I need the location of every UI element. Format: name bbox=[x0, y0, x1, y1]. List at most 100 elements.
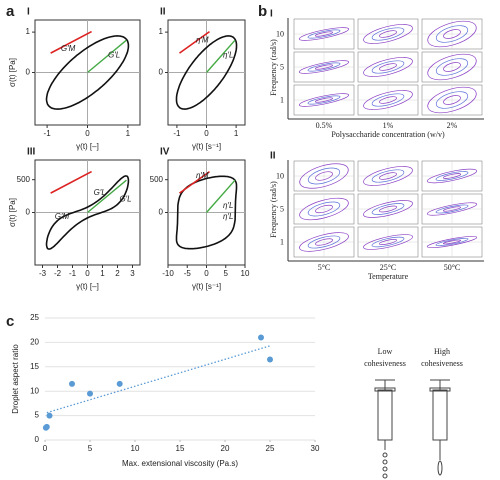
y-tick-label: 0 bbox=[26, 68, 31, 77]
x-tick-label: 0 bbox=[85, 129, 90, 138]
roman-label: I bbox=[270, 9, 273, 20]
mini-loop bbox=[426, 168, 478, 184]
x-tick-label: 1 bbox=[126, 129, 131, 138]
mini-loop bbox=[371, 60, 405, 74]
row-label: 1 bbox=[280, 237, 284, 246]
lissajous-curve bbox=[45, 175, 130, 250]
x-tick-label: 1 bbox=[100, 269, 105, 278]
y-tick-label: 500 bbox=[150, 175, 164, 184]
mini-loop bbox=[426, 202, 478, 216]
x-tick-label: -3 bbox=[39, 269, 47, 278]
x-axis-label: γ̇(t) [s⁻¹] bbox=[192, 142, 221, 151]
x-axis-label: γ(t) [–] bbox=[76, 142, 99, 151]
syringe-left bbox=[374, 379, 396, 479]
mini-loop bbox=[435, 58, 469, 76]
mini-loop bbox=[363, 90, 413, 110]
x-axis-label: Polysaccharide concentration (w/v) bbox=[331, 130, 445, 139]
y-axis-label: Frequency (rad/s) bbox=[269, 39, 278, 96]
roman-label: II bbox=[160, 7, 166, 18]
x-tick-label: 5 bbox=[88, 444, 93, 453]
mini-loop bbox=[435, 204, 469, 214]
y-axis-label: σ(t) [Pa] bbox=[8, 58, 17, 87]
x-tick-label: 20 bbox=[221, 444, 230, 453]
x-tick-label: 0 bbox=[43, 444, 48, 453]
x-axis-label: Temperature bbox=[368, 272, 409, 281]
mini-loop bbox=[298, 60, 350, 74]
annotation: G′L bbox=[94, 188, 106, 197]
diagram-label: Low bbox=[378, 347, 393, 356]
mini-loop bbox=[435, 91, 469, 109]
y-tick-label: 5 bbox=[35, 411, 40, 420]
tangent-linear bbox=[87, 179, 127, 214]
mini-loop bbox=[371, 236, 405, 248]
mini-loop bbox=[299, 232, 349, 252]
annotation: G′L bbox=[119, 195, 131, 204]
tangent-max bbox=[179, 30, 210, 54]
y-tick-label: 25 bbox=[30, 313, 39, 322]
x-tick-label: 2 bbox=[115, 269, 120, 278]
col-label: 1% bbox=[383, 121, 394, 130]
data-point bbox=[69, 380, 75, 387]
x-tick-label: 3 bbox=[130, 269, 135, 278]
mini-loop bbox=[379, 63, 397, 71]
mini-loop bbox=[298, 27, 350, 41]
mini-loop bbox=[363, 200, 413, 218]
mini-loop bbox=[442, 239, 462, 245]
annotation: G′M bbox=[61, 44, 76, 53]
x-tick-label: 10 bbox=[131, 444, 140, 453]
mini-loop bbox=[363, 166, 413, 186]
mini-loop bbox=[363, 24, 413, 44]
panel-label: c bbox=[6, 313, 14, 330]
x-tick-label: 0 bbox=[204, 129, 209, 138]
mini-loop bbox=[307, 29, 341, 39]
x-tick-label: -10 bbox=[162, 269, 174, 278]
mini-loop bbox=[363, 57, 413, 77]
col-label: 0.5% bbox=[316, 121, 333, 130]
x-tick-label: -5 bbox=[184, 269, 192, 278]
y-tick-label: 1 bbox=[26, 27, 31, 36]
mini-loop bbox=[379, 239, 397, 245]
mini-loop bbox=[307, 62, 341, 72]
roman-label: I bbox=[27, 7, 30, 18]
annotation: η′L bbox=[223, 201, 233, 210]
x-tick-label: -2 bbox=[54, 269, 62, 278]
x-tick-label: 15 bbox=[176, 444, 185, 453]
lissajous-curve bbox=[175, 35, 238, 110]
col-label: 50°C bbox=[444, 263, 461, 272]
x-tick-label: -1 bbox=[173, 129, 181, 138]
data-point bbox=[87, 390, 93, 397]
mini-loop bbox=[307, 95, 341, 105]
mini-loop bbox=[379, 172, 397, 180]
mini-loop bbox=[427, 20, 477, 48]
diagram-label: cohesiveness bbox=[421, 359, 463, 368]
diagram-label: High bbox=[434, 347, 450, 356]
x-tick-label: 0 bbox=[204, 269, 209, 278]
mini-loop bbox=[307, 167, 341, 185]
tangent-max bbox=[50, 170, 92, 194]
x-tick-label: 25 bbox=[266, 444, 275, 453]
row-label: 5 bbox=[280, 204, 284, 213]
lissajous-curve bbox=[45, 35, 130, 110]
x-axis-label: Max. extensional viscosity (Pa.s) bbox=[122, 459, 238, 468]
mini-loop bbox=[443, 29, 461, 39]
mini-loop bbox=[435, 171, 469, 181]
tangent-linear bbox=[205, 179, 236, 213]
mini-loop bbox=[315, 64, 333, 70]
y-axis-label: Frequency (rad/s) bbox=[269, 181, 278, 238]
mini-loop bbox=[435, 25, 469, 43]
annotation: G′L bbox=[108, 50, 120, 59]
mini-loop bbox=[315, 204, 333, 214]
diagram-label: cohesiveness bbox=[364, 359, 406, 368]
mini-loop bbox=[435, 237, 469, 247]
mini-loop bbox=[315, 171, 333, 181]
mini-loop bbox=[379, 30, 397, 38]
x-tick-label: 10 bbox=[241, 269, 250, 278]
mini-loop bbox=[299, 163, 349, 189]
mini-loop bbox=[371, 203, 405, 215]
mini-loop bbox=[427, 53, 477, 81]
annotation: η′M bbox=[196, 171, 209, 180]
mini-loop bbox=[426, 235, 478, 249]
mini-loop bbox=[443, 173, 461, 179]
mini-loop bbox=[443, 62, 461, 72]
